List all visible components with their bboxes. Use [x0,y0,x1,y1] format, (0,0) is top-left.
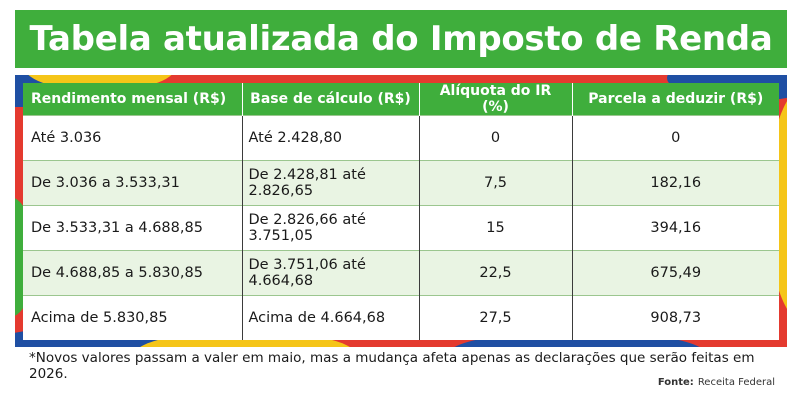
source-value: Receita Federal [697,377,775,388]
cell-calculation-base: Acima de 4.664,68 [242,295,420,340]
cell-tax-rate: 27,5 [419,295,573,340]
cell-monthly-income: De 4.688,85 a 5.830,85 [23,250,243,296]
cell-monthly-income: Acima de 5.830,85 [23,295,243,340]
cell-tax-rate: 22,5 [419,250,573,296]
cell-calculation-base: De 3.751,06 até 4.664,68 [242,250,420,296]
cell-deduction: 675,49 [572,250,779,296]
cell-monthly-income: De 3.533,31 a 4.688,85 [23,205,243,251]
cell-monthly-income: Até 3.036 [23,115,243,161]
cell-deduction: 394,16 [572,205,779,251]
table-row: Acima de 5.830,85 Acima de 4.664,68 27,5… [23,295,779,340]
tax-table: Rendimento mensal (R$) Base de cálculo (… [23,83,779,340]
cell-calculation-base: De 2.428,81 até 2.826,65 [242,160,420,206]
cell-tax-rate: 0 [419,115,573,161]
cell-calculation-base: Até 2.428,80 [242,115,420,161]
table-header-row: Rendimento mensal (R$) Base de cálculo (… [23,83,779,116]
cell-calculation-base: De 2.826,66 até 3.751,05 [242,205,420,251]
cell-deduction: 182,16 [572,160,779,206]
cell-tax-rate: 15 [419,205,573,251]
cell-tax-rate: 7,5 [419,160,573,206]
header-calculation-base: Base de cálculo (R$) [242,83,420,116]
header-deduction: Parcela a deduzir (R$) [572,83,779,116]
footnote: *Novos valores passam a valer em maio, m… [29,350,755,382]
table-row: De 3.533,31 a 4.688,85 De 2.826,66 até 3… [23,205,779,251]
source-credit: Fonte: Receita Federal [658,377,775,388]
header-monthly-income: Rendimento mensal (R$) [23,83,243,116]
tax-table-container: Rendimento mensal (R$) Base de cálculo (… [23,83,779,340]
cell-deduction: 0 [572,115,779,161]
cell-deduction: 908,73 [572,295,779,340]
page-title: Tabela atualizada do Imposto de Renda [29,19,773,59]
table-row: De 4.688,85 a 5.830,85 De 3.751,06 até 4… [23,250,779,296]
title-banner: Tabela atualizada do Imposto de Renda [15,10,787,68]
table-row: De 3.036 a 3.533,31 De 2.428,81 até 2.82… [23,160,779,206]
table-frame: Rendimento mensal (R$) Base de cálculo (… [15,75,787,347]
cell-monthly-income: De 3.036 a 3.533,31 [23,160,243,206]
source-label: Fonte: [657,377,694,388]
table-row: Até 3.036 Até 2.428,80 0 0 [23,115,779,161]
header-tax-rate: Alíquota do IR (%) [419,83,573,116]
